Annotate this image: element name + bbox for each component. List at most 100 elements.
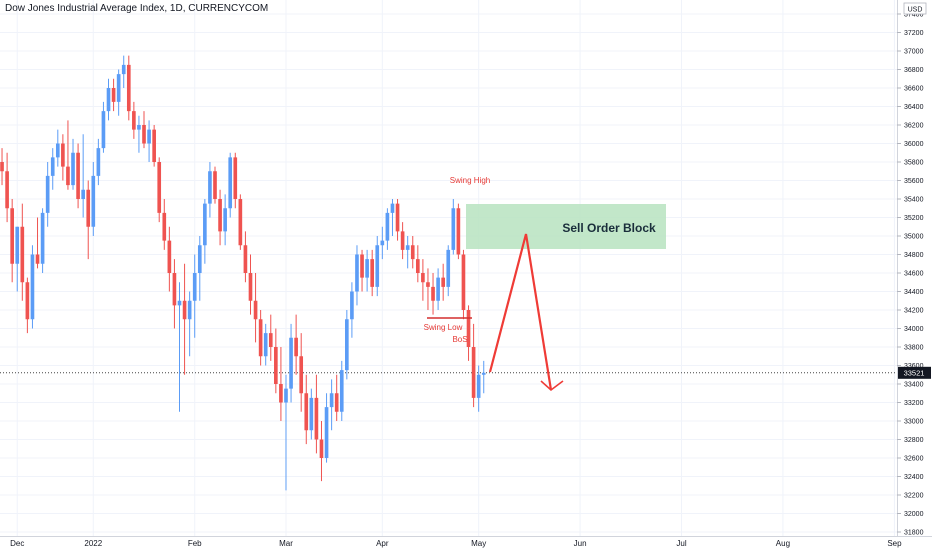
candle-body — [334, 393, 339, 412]
candle-body — [197, 245, 202, 273]
candle-body — [304, 393, 309, 431]
y-tick-label: 31800 — [904, 530, 924, 537]
y-tick-label: 37000 — [904, 49, 924, 56]
candle-body — [415, 259, 420, 273]
candle-body — [476, 374, 481, 398]
candle-body — [350, 291, 354, 320]
candle-body — [101, 111, 106, 149]
candle-body — [66, 166, 70, 186]
candle — [30, 245, 35, 329]
y-tick-label: 36200 — [904, 123, 924, 130]
candle-body — [253, 300, 258, 320]
candle-body — [299, 356, 304, 394]
candle — [380, 226, 385, 260]
y-tick-label: 35000 — [904, 234, 924, 241]
x-tick-label: Jun — [574, 539, 587, 548]
y-tick-label: 37400 — [904, 12, 924, 19]
candle — [390, 199, 395, 236]
y-tick-label: 34600 — [904, 271, 924, 278]
x-tick-label: 2022 — [84, 539, 102, 548]
candle-body — [228, 157, 233, 209]
candle — [71, 138, 75, 190]
y-tick-label: 34200 — [904, 308, 924, 315]
candle — [253, 273, 258, 343]
candle — [126, 55, 131, 121]
candle — [91, 162, 96, 236]
candle-body — [10, 208, 14, 264]
candle-body — [263, 333, 268, 357]
candle — [66, 120, 70, 190]
candle-body — [385, 212, 390, 241]
candle-body — [15, 226, 20, 264]
candle — [395, 199, 400, 241]
candle — [177, 282, 182, 412]
y-tick-label: 34000 — [904, 326, 924, 333]
x-tick-label: Mar — [279, 539, 293, 548]
swing-high-label: Swing High — [450, 176, 490, 185]
y-tick-label: 34800 — [904, 252, 924, 259]
candle-body — [319, 439, 324, 458]
candle — [10, 199, 14, 283]
candle — [147, 120, 151, 162]
bos-label: BoS — [452, 335, 467, 344]
candle — [25, 277, 30, 334]
candle-body — [177, 300, 182, 306]
candle-body — [172, 273, 177, 306]
y-tick-label: 32400 — [904, 474, 924, 481]
y-tick-label: 32200 — [904, 493, 924, 500]
candle — [263, 323, 268, 366]
candle — [182, 263, 187, 375]
candle — [192, 254, 197, 338]
candle — [426, 268, 430, 310]
last-price-tag — [898, 366, 931, 379]
candle — [456, 203, 461, 260]
candle — [436, 268, 440, 310]
candle — [345, 310, 349, 380]
price-axis[interactable]: 37400 37200 37000 36800 36600 36400 36200 36000… — [897, 12, 924, 537]
currency-label: USD — [908, 7, 923, 14]
candle-body — [96, 148, 101, 176]
candle-body — [203, 203, 207, 246]
candle-body — [157, 162, 162, 213]
candle — [20, 203, 25, 301]
candle-body — [248, 273, 253, 301]
time-axis[interactable]: Dec 2022 Feb Mar Apr May Jun Jul Aug Sep — [10, 539, 902, 548]
y-tick-label: 32000 — [904, 511, 924, 518]
candle — [350, 282, 354, 338]
candle — [334, 374, 339, 421]
candle — [258, 310, 263, 366]
candle — [309, 388, 314, 440]
candle-body — [20, 226, 25, 283]
candle — [274, 328, 278, 394]
candle — [223, 194, 227, 246]
candles — [0, 55, 486, 491]
candle — [304, 374, 309, 445]
candle — [172, 259, 177, 329]
candle-body — [71, 152, 75, 186]
x-tick-label: Sep — [887, 539, 902, 548]
candle-body — [410, 245, 415, 260]
y-tick-label: 36400 — [904, 104, 924, 111]
candle-body — [111, 88, 116, 102]
candle — [248, 254, 253, 315]
candle-body — [370, 259, 375, 287]
y-tick-label: 33200 — [904, 400, 924, 407]
candle-body — [147, 129, 151, 144]
candle — [466, 305, 471, 361]
candle-body — [405, 245, 410, 250]
candle — [421, 259, 425, 301]
candle-body — [50, 157, 55, 176]
candle — [45, 162, 50, 227]
y-tick-label: 36600 — [904, 86, 924, 93]
projection-arrow-head — [540, 380, 564, 392]
projection-arrow — [488, 233, 553, 391]
candle-body — [395, 203, 400, 232]
candle-body — [45, 175, 50, 213]
candle — [355, 245, 359, 306]
y-tick-label: 33000 — [904, 419, 924, 426]
candle-body — [258, 319, 263, 357]
candle-body — [40, 212, 45, 264]
candle-body — [81, 189, 85, 199]
